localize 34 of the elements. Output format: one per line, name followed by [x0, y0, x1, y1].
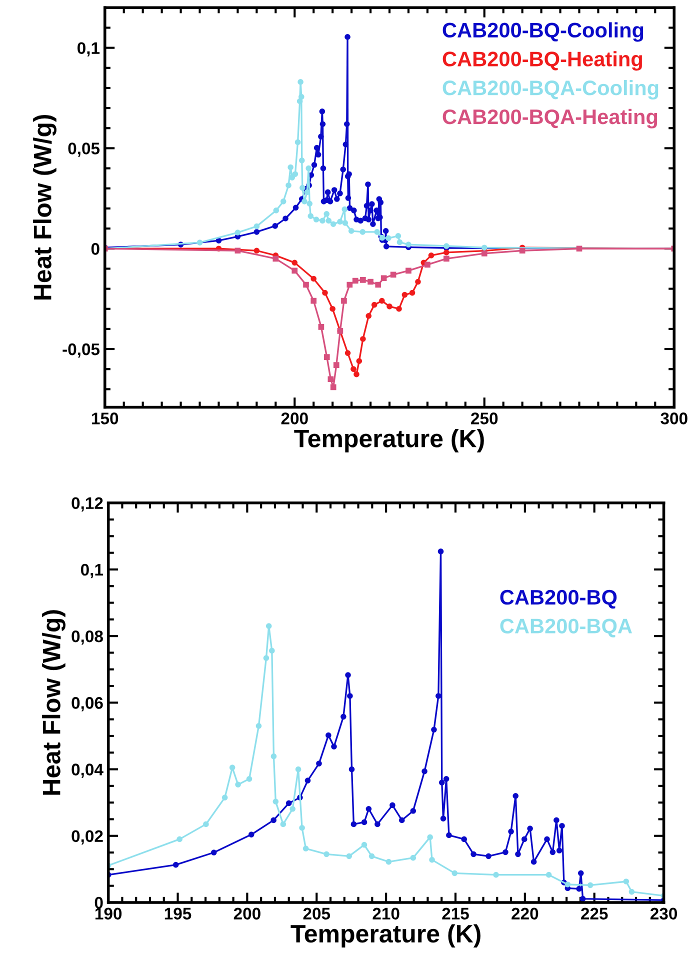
text: CAB200-BQ [500, 590, 617, 609]
x-tick-label: 225 [581, 908, 608, 920]
x-tick-label: 190 [95, 908, 122, 920]
y-tick-label: 0,12 [72, 497, 103, 512]
x-tick-label: 205 [303, 908, 330, 920]
text: CAB200-BQA-Heating [442, 108, 658, 128]
x-axis-title: Temperature (K) [294, 429, 484, 452]
y-tick-label: 0,04 [72, 764, 104, 778]
x-tick-label: 300 [660, 412, 688, 424]
text: CAB200-BQA [500, 618, 632, 638]
x-tick-label: 220 [512, 908, 538, 920]
y-tick-label: 0 [91, 243, 100, 255]
x-tick-label: 195 [164, 908, 192, 920]
text: CAB200-BQ-Cooling [442, 22, 644, 42]
y-tick-label: 0 [94, 896, 103, 909]
y-tick-label: -0,05 [62, 343, 100, 358]
y-tick-label: 0,1 [78, 42, 100, 56]
x-tick-label: 215 [442, 908, 469, 920]
x-tick-label: 230 [650, 908, 677, 920]
y-tick-label: 0,1 [80, 564, 104, 578]
x-tick-label: 250 [471, 412, 498, 424]
y-tick-label: 0,06 [72, 697, 103, 712]
x-tick-label: 200 [281, 412, 308, 424]
y-tick-label: 0,05 [68, 142, 100, 157]
y-axis-title: Heat Flow (W/g) [33, 114, 56, 300]
x-axis-title: Temperature (K) [290, 924, 480, 948]
y-axis-title: Heat Flow (W/g) [42, 610, 66, 795]
x-tick-label: 200 [234, 908, 260, 920]
y-tick-label: 0,02 [72, 830, 103, 844]
x-tick-label: 210 [372, 908, 400, 920]
text: CAB200-BQA-Cooling [442, 80, 658, 100]
x-tick-label: 150 [92, 412, 118, 424]
text: CAB200-BQ-Heating [442, 51, 642, 71]
y-tick-label: 0,08 [72, 630, 103, 645]
